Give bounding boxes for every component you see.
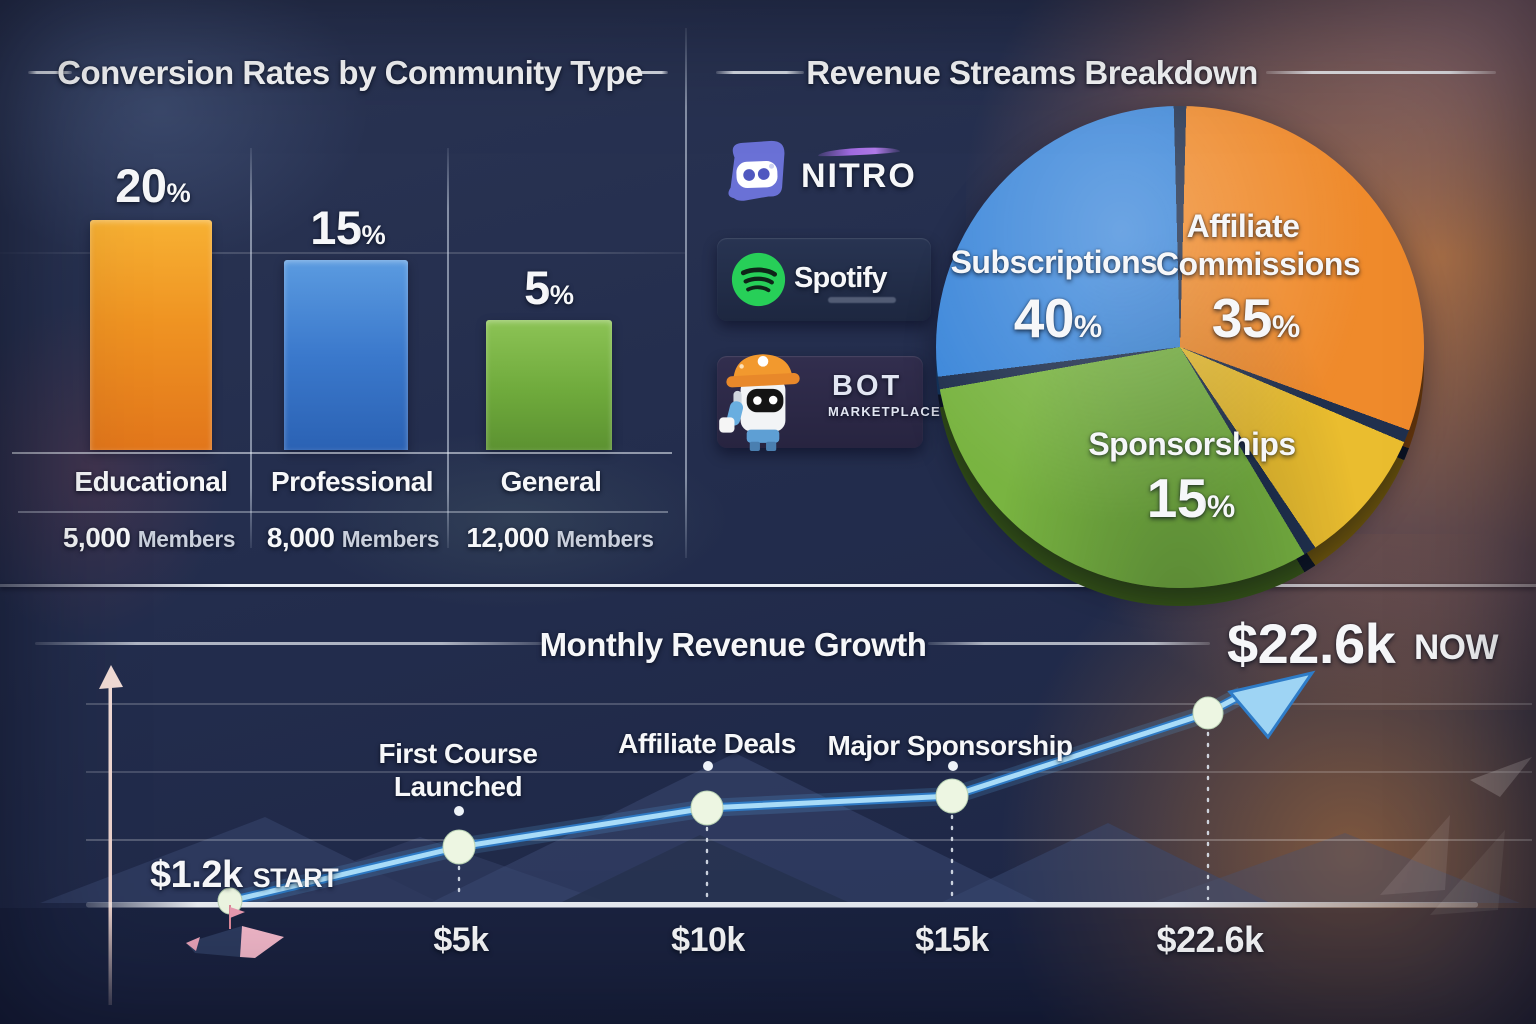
growth-chart-canvas [0, 665, 1536, 1024]
bar-members-educational: 5,000 Members [62, 522, 236, 553]
pie-value-affiliate: 35% [1211, 287, 1301, 349]
bot-robot-icon [719, 354, 800, 451]
nitro-swoosh [817, 145, 901, 158]
bar-members-professional: 8,000 Members [266, 522, 440, 553]
bar-label-general: General [500, 466, 602, 497]
bar-value-general: 5% [524, 261, 574, 314]
annotation-affiliate-deals: Affiliate Deals [618, 728, 796, 759]
x-label-15k: $15k [915, 921, 989, 959]
decor-arrow [1470, 757, 1532, 797]
nitro-robot-icon [728, 140, 785, 201]
start-annotation: $1.2k START [150, 854, 339, 896]
spotify-icon [731, 252, 786, 307]
data-point-5k [442, 829, 476, 865]
percent-sign: % [1073, 308, 1103, 344]
bar-value-professional: 15% [310, 201, 386, 254]
conversion-title: Conversion Rates by Community Type [57, 54, 643, 91]
bar-members-general: 12,000 Members [466, 522, 654, 553]
y-axis-line [108, 685, 112, 1005]
dashed-droplines [457, 731, 1210, 901]
conversion-subline [18, 511, 668, 513]
bar-label-educational: Educational [74, 466, 228, 497]
conversion-title-dash-left [28, 71, 72, 74]
revenue-title: Revenue Streams Breakdown [806, 54, 1258, 91]
percent-sign: % [549, 279, 574, 310]
pie-value-sponsorships: 15% [1146, 467, 1236, 529]
data-point-10k [690, 790, 724, 826]
bar-value-educational: 20% [115, 159, 191, 212]
bot-sublabel: MARKETPLACE [828, 404, 941, 419]
nitro-label: NITRO [801, 157, 917, 195]
pie-chart-sheen [936, 106, 1424, 588]
pie-label-subscriptions: Subscriptions [950, 244, 1158, 280]
growth-title: Monthly Revenue Growth [539, 626, 927, 663]
paper-plane-marker [186, 905, 284, 958]
x-label-5k: $5k [433, 921, 489, 959]
percent-sign: % [1271, 308, 1301, 344]
bg-green-tint [300, 430, 730, 610]
revenue-title-line-right [1266, 71, 1496, 74]
annotation-first-course: First Course Launched [378, 738, 538, 802]
bar-label-professional: Professional [270, 466, 434, 497]
pie-label-affiliate-line1: Affiliate [1186, 208, 1300, 244]
revenue-title-dash-left [716, 71, 804, 74]
conversion-baseline [12, 452, 672, 454]
now-value: $22.6k [1227, 612, 1396, 675]
mountain [560, 835, 850, 903]
annotation-dot [454, 806, 464, 816]
bg-bottomright-glow [966, 534, 1536, 1024]
spotify-label: Spotify [794, 262, 887, 294]
annotation-major-sponsorship: Major Sponsorship [827, 730, 1073, 761]
conversion-divider-2 [447, 148, 449, 548]
decor-arrow [1430, 830, 1505, 915]
trend-arrowhead [1227, 670, 1316, 740]
section-divider-horizontal [0, 584, 1536, 587]
x-label-10k: $10k [671, 921, 745, 959]
y-axis-arrowhead [99, 665, 123, 689]
pie-value-subscriptions: 40% [1013, 287, 1103, 349]
bot-label: BOT [832, 370, 903, 402]
decor-arrow [1380, 815, 1450, 895]
mountain [430, 753, 1040, 903]
conversion-divider-1 [250, 148, 252, 548]
data-point-15k [935, 778, 969, 814]
data-points [217, 696, 1224, 915]
x-axis-line [86, 902, 1478, 908]
growth-title-line-left [35, 642, 543, 645]
annotation-dot [703, 761, 713, 771]
bar-professional [284, 260, 408, 450]
data-point-226k [1192, 696, 1224, 730]
conversion-gridline [0, 252, 685, 254]
bar-educational [90, 220, 212, 450]
pie-chart [936, 106, 1424, 588]
growth-title-line-right [928, 642, 1210, 645]
percent-sign: % [1206, 488, 1236, 524]
bar-general [486, 320, 612, 450]
spotify-subtext-decor [828, 297, 896, 303]
percent-sign: % [166, 177, 191, 208]
pie-label-affiliate-line2: Commissions [1155, 246, 1361, 282]
annotation-dot [948, 761, 958, 771]
mountain [940, 823, 1270, 903]
percent-sign: % [361, 219, 386, 250]
x-label-226k: $22.6k [1156, 919, 1264, 960]
section-divider-vertical [685, 28, 687, 558]
now-label: NOW [1414, 628, 1499, 667]
conversion-title-dash-right [636, 71, 668, 74]
mountain [1150, 833, 1520, 903]
pie-label-sponsorships: Sponsorships [1088, 426, 1296, 462]
